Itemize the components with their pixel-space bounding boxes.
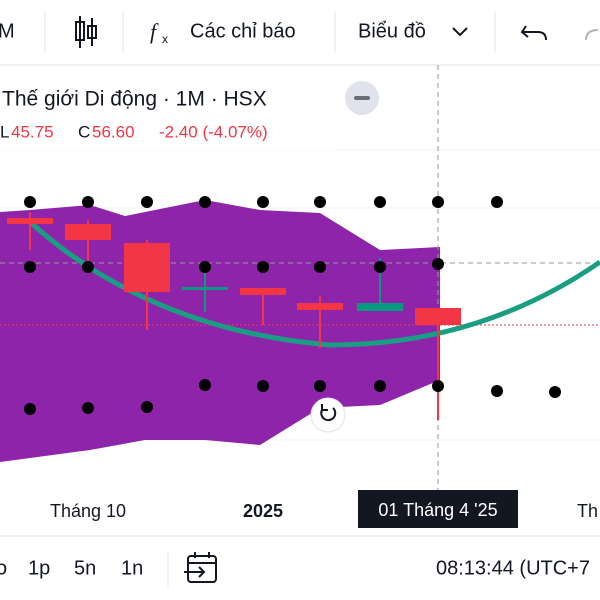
candles-icon[interactable] (75, 16, 97, 48)
candles (7, 212, 461, 420)
range-button[interactable]: 1p (28, 557, 50, 579)
range-button[interactable]: 5n (74, 557, 96, 579)
chart-type-button[interactable]: Biểu đồ (358, 20, 426, 42)
cloud-area (0, 200, 440, 462)
undo-button[interactable] (520, 25, 547, 41)
indicators-button[interactable]: Các chỉ báo (190, 20, 296, 42)
low-label: L (0, 122, 9, 141)
interval-button[interactable]: M (0, 20, 15, 42)
crosshair-label: 01 Tháng 4 '25 (378, 500, 497, 520)
chevron (452, 27, 468, 37)
moving-average (28, 220, 600, 348)
collapse-icon (354, 96, 370, 100)
redo-button[interactable] (585, 29, 599, 41)
fx-icon: f (150, 19, 159, 44)
range-button[interactable]: 1n (121, 557, 143, 579)
range-button[interactable]: o (0, 557, 7, 579)
clock: 08:13:44 (UTC+7 (436, 557, 590, 579)
x-axis-label: Th (577, 501, 598, 521)
legend-bg (0, 78, 340, 150)
fx-icon: x (162, 32, 168, 46)
x-axis-label: Tháng 10 (50, 501, 126, 521)
low-value: 45.75 (11, 122, 54, 141)
goto-date-button[interactable] (184, 552, 217, 583)
x-axis-label: 2025 (243, 501, 283, 521)
symbol-title: Thế giới Di động · 1M · HSX (2, 88, 267, 111)
crosshair-label-bg (358, 490, 518, 528)
close-value: 56.60 (92, 122, 135, 141)
reset-button[interactable] (310, 397, 346, 433)
dots (24, 196, 561, 415)
close-label: C (78, 122, 90, 141)
change-value: -2.40 (-4.07%) (159, 122, 268, 141)
reset-icon (320, 404, 337, 422)
